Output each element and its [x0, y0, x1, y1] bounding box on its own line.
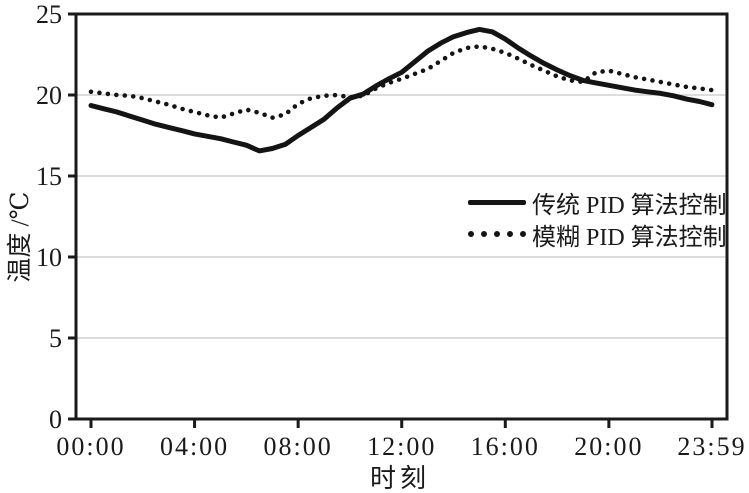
x-tick-label: 08:00: [264, 432, 333, 461]
y-tick-label: 15: [36, 162, 62, 191]
y-axis-title: 温度 /℃: [7, 191, 34, 283]
x-tick-label: 12:00: [367, 432, 436, 461]
y-tick-label: 0: [49, 405, 62, 434]
legend-label-traditional-pid: 传统 PID 算法控制: [532, 192, 727, 219]
y-tick-label: 10: [36, 243, 62, 272]
legend: 传统 PID 算法控制 模糊 PID 算法控制: [468, 188, 727, 251]
y-tick-label: 5: [49, 324, 62, 353]
x-tick-label: 16:00: [471, 432, 540, 461]
legend-label-fuzzy-pid: 模糊 PID 算法控制: [532, 224, 727, 251]
x-tick-label: 20:00: [574, 432, 643, 461]
y-tick-label: 20: [36, 81, 62, 110]
dotted-line-swatch: [468, 231, 526, 237]
solid-line-swatch: [468, 199, 526, 205]
legend-item-traditional-pid: 传统 PID 算法控制: [468, 188, 727, 219]
legend-item-fuzzy-pid: 模糊 PID 算法控制: [468, 220, 727, 251]
series-traditional-pid-line: [88, 26, 715, 154]
x-tick-label: 00:00: [56, 432, 125, 461]
y-tick-label: 25: [36, 0, 62, 29]
x-tick-label: 23:59: [677, 432, 746, 461]
series-fuzzy-pid-line: [88, 44, 715, 120]
x-axis-title: 时刻: [369, 464, 430, 493]
x-tick-label: 04:00: [160, 432, 229, 461]
